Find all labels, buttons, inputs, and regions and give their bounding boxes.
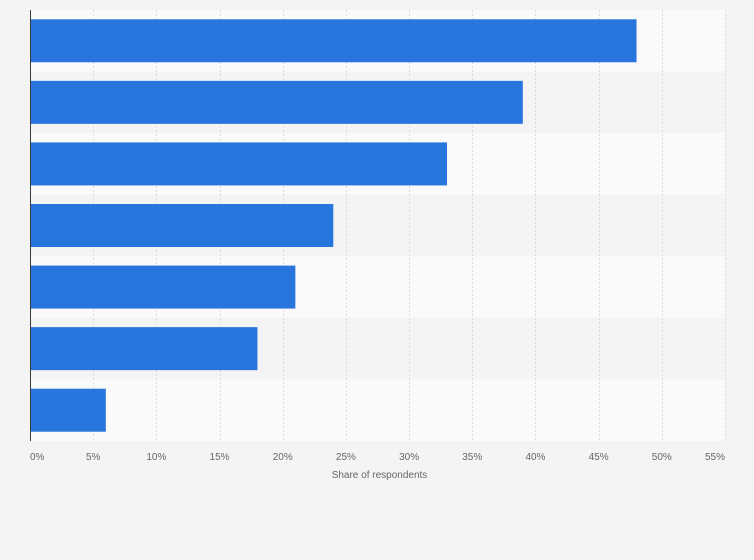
x-tick-label-35: 35% [462, 452, 482, 463]
bar-7 [30, 388, 106, 432]
row-band-7 [30, 379, 725, 441]
x-tick-label-0: 0% [30, 452, 45, 463]
x-tick-label-25: 25% [336, 452, 356, 463]
bar-1 [30, 19, 637, 63]
x-tick-label-50: 50% [652, 452, 672, 463]
x-tick-label-20: 20% [273, 452, 293, 463]
x-tick-label-45: 45% [589, 452, 609, 463]
x-axis-title: Share of respondents [332, 470, 428, 481]
x-tick-label-10: 10% [146, 452, 166, 463]
bar-6 [30, 327, 258, 371]
x-tick-label-40: 40% [525, 452, 545, 463]
bar-3 [30, 142, 447, 186]
x-tick-label-30: 30% [399, 452, 419, 463]
x-tick-label-55: 55% [705, 452, 725, 463]
bar-5 [30, 265, 296, 309]
x-tick-label-5: 5% [86, 452, 101, 463]
x-tick-label-15: 15% [210, 452, 230, 463]
bar-2 [30, 80, 523, 124]
bars [30, 19, 637, 432]
x-axis-ticks: 0% 5% 10% 15% 20% 25% 30% 35% 40% 45% 50% 55% [30, 452, 725, 463]
bar-4 [30, 204, 334, 247]
